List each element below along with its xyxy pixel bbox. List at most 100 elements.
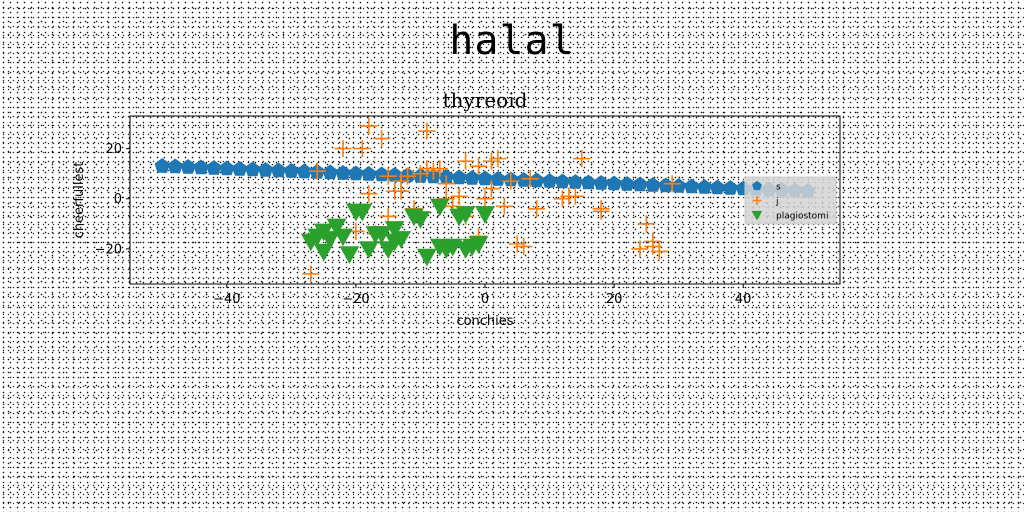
series-2 [300, 198, 495, 267]
data-point [302, 265, 320, 283]
data-point [334, 140, 352, 158]
data-point [193, 159, 209, 175]
data-point [470, 157, 488, 175]
chart-axes: −40 −20 0 20 40 −20 0 20 [95, 142, 752, 307]
x-tick-label: −40 [213, 292, 240, 307]
data-point [418, 160, 436, 178]
data-point [360, 117, 378, 135]
data-point [232, 161, 248, 176]
data-point [658, 177, 674, 193]
legend-label: plagiostomi [776, 212, 828, 222]
data-point [722, 180, 738, 195]
data-point [392, 172, 410, 190]
chart-legend: sj plagiostomi [744, 176, 837, 225]
data-point [566, 187, 584, 205]
data-point [219, 160, 235, 176]
legend-marker [751, 210, 763, 221]
data-point [580, 174, 596, 190]
legend-marker [752, 180, 762, 191]
data-point [296, 163, 312, 179]
data-point [592, 202, 610, 220]
data-point [358, 241, 379, 259]
data-point [477, 170, 493, 186]
x-axis-label: conchies [456, 314, 513, 329]
data-point [475, 206, 495, 224]
data-point [619, 176, 635, 191]
data-point [257, 162, 274, 177]
data-point [573, 150, 591, 168]
data-point [437, 175, 455, 193]
data-point [386, 167, 403, 182]
series-1 [302, 117, 681, 283]
x-tick-label: 40 [735, 292, 752, 307]
figure-suptitle: halal [449, 18, 575, 64]
data-point [515, 237, 533, 255]
y-tick-label: 20 [105, 142, 122, 157]
data-point [457, 152, 475, 170]
x-tick-label: −20 [342, 292, 369, 307]
data-point [320, 231, 340, 249]
data-point [482, 180, 500, 198]
y-tick-label: 0 [114, 192, 122, 207]
data-point [353, 140, 371, 158]
chart-title: thyreoid [443, 88, 528, 112]
data-point [326, 218, 347, 237]
data-point [308, 162, 326, 180]
legend-box [744, 176, 837, 225]
data-point [418, 122, 436, 140]
data-point [696, 179, 713, 194]
data-point [451, 169, 467, 185]
data-point [167, 158, 183, 174]
data-point [270, 162, 287, 178]
data-point [244, 161, 261, 177]
data-point [339, 246, 360, 264]
data-point [322, 164, 338, 180]
data-point [709, 179, 726, 195]
data-point [379, 167, 397, 185]
data-point [489, 150, 507, 168]
data-point [650, 242, 668, 260]
legend-marker [752, 196, 762, 205]
data-point [554, 173, 571, 189]
x-tick-label: 0 [481, 292, 489, 307]
data-point [410, 211, 431, 229]
data-point [333, 228, 353, 247]
y-axis-label: cheerfullest [72, 162, 87, 239]
data-point [528, 172, 545, 188]
data-point [502, 172, 520, 190]
data-point [476, 190, 494, 208]
data-point [593, 175, 609, 190]
data-point [528, 200, 546, 218]
data-point [490, 171, 506, 186]
data-point [346, 203, 366, 222]
data-point [450, 187, 468, 205]
data-point [154, 158, 170, 173]
legend-label: s [776, 183, 781, 193]
data-point [631, 240, 649, 258]
data-point [335, 165, 351, 180]
data-point [206, 160, 222, 175]
data-point [495, 197, 513, 215]
data-point [417, 248, 437, 267]
data-point [464, 170, 480, 185]
data-point [373, 130, 391, 148]
data-point [374, 166, 390, 182]
data-point [468, 236, 489, 254]
legend-label: j [775, 197, 779, 207]
data-point [663, 175, 681, 193]
x-tick-label: 20 [606, 292, 623, 307]
data-point [637, 215, 655, 233]
data-point [683, 178, 700, 194]
data-point [429, 198, 450, 217]
data-point [541, 173, 558, 188]
data-point [567, 174, 584, 189]
data-point [645, 177, 661, 192]
y-tick-label: −20 [95, 242, 122, 257]
data-point [670, 178, 687, 193]
data-point [283, 163, 300, 178]
data-point [521, 170, 539, 188]
data-point [632, 176, 648, 192]
data-point [313, 243, 334, 262]
data-point [361, 166, 377, 181]
data-point [180, 159, 196, 174]
